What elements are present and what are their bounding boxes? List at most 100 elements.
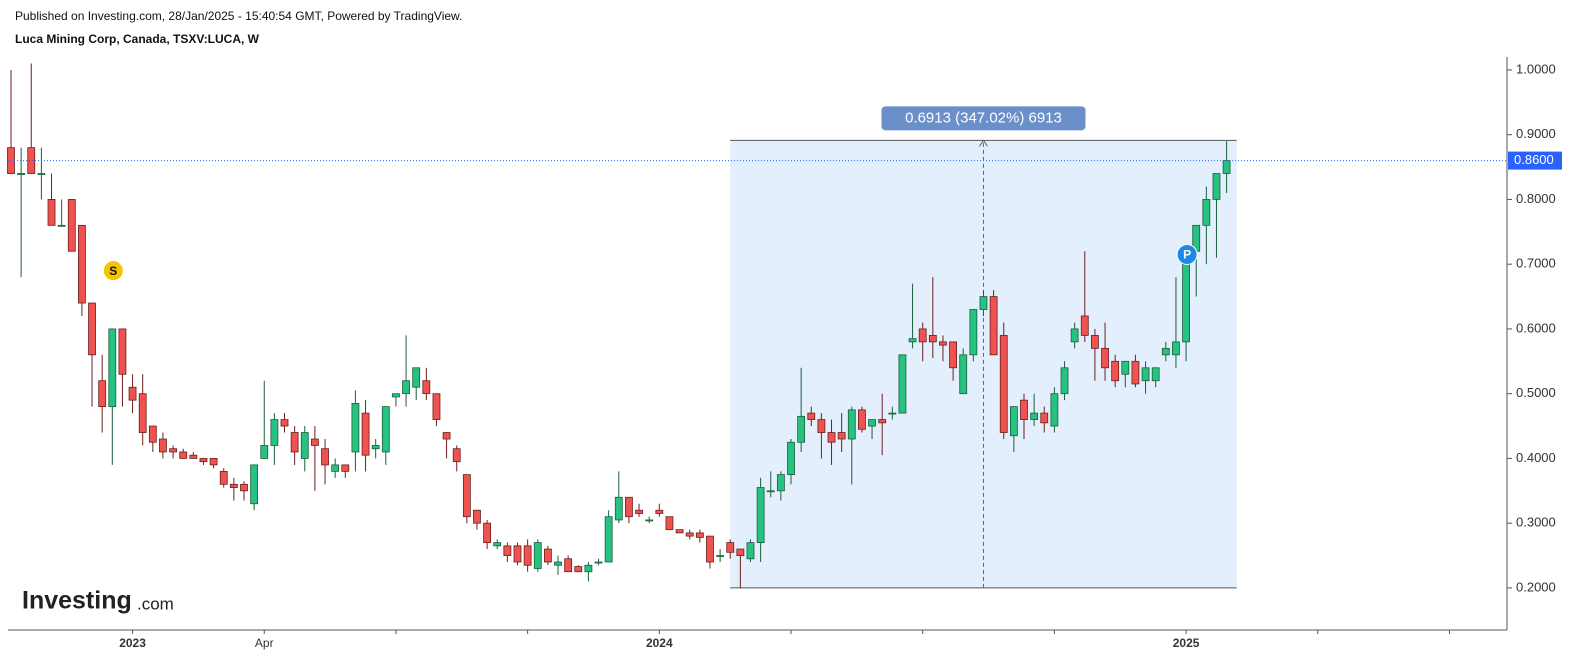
candle-body (817, 419, 826, 433)
candle-body (584, 564, 593, 573)
logo-suffix: .com (137, 594, 174, 613)
candle-body (999, 335, 1008, 433)
candle-body (260, 445, 269, 459)
candle-body (533, 542, 542, 569)
y-tick-label: 0.5000 (1516, 385, 1556, 400)
candle-body (493, 542, 502, 547)
candle-body (321, 448, 329, 466)
candle-body (949, 341, 957, 369)
candle-body (250, 464, 259, 505)
candle-body (67, 199, 76, 252)
candle-body (898, 354, 907, 414)
candle-body (148, 425, 157, 443)
candle-body (331, 464, 340, 472)
measure-label: 0.6913 (347.02%) 6913 (905, 109, 1062, 126)
candle-body (1141, 367, 1150, 382)
candle-body (78, 224, 86, 304)
candle-body (27, 147, 36, 174)
candle-body (1080, 315, 1089, 336)
last-price-label: 0.8600 (1514, 152, 1554, 167)
candle-body (422, 380, 431, 395)
candle-body (483, 522, 492, 543)
candle-body (675, 529, 684, 534)
candle-body (1172, 341, 1180, 356)
measure-arrowhead (979, 139, 988, 147)
candle-body (88, 302, 96, 356)
candle-body (827, 432, 836, 443)
candle-body (989, 296, 998, 356)
candle-body (574, 566, 583, 573)
y-tick-label: 0.8000 (1516, 191, 1556, 206)
candle-body (1161, 347, 1170, 356)
candle-body (928, 335, 937, 343)
candle-body (219, 470, 228, 485)
candle-body (979, 296, 988, 310)
x-tick-label: 2024 (646, 636, 673, 650)
candle-body (503, 545, 512, 556)
x-tick-label: Apr (255, 636, 274, 650)
candle-body (310, 438, 319, 446)
candle-body (543, 548, 552, 563)
candle-body (189, 454, 198, 459)
candle-body (300, 432, 309, 459)
candle-body (351, 402, 360, 453)
y-tick-label: 0.4000 (1516, 450, 1556, 465)
candle-body (47, 199, 56, 226)
candle-body (523, 545, 532, 566)
candle-body (432, 393, 441, 420)
candle-body (290, 432, 299, 453)
candle-body (1131, 360, 1140, 385)
candle-body (452, 448, 461, 463)
candle-body (1212, 173, 1221, 200)
marker-label: S (109, 264, 117, 278)
candle-body (37, 173, 46, 175)
candle-body (787, 441, 795, 476)
candle-body (1202, 199, 1211, 226)
candle-body (776, 474, 785, 492)
candle-body (564, 558, 573, 573)
candle-body (878, 419, 887, 424)
x-tick-label: 2023 (119, 636, 146, 650)
candle-body (665, 516, 674, 531)
candle-body (513, 545, 522, 563)
candle-body (17, 173, 26, 175)
candle-body (361, 412, 370, 456)
y-tick-label: 1.0000 (1516, 61, 1556, 76)
candle-body (756, 487, 765, 543)
marker-label: P (1183, 248, 1191, 262)
candle-body (1030, 412, 1039, 420)
candle-body (280, 419, 289, 427)
candle-body (1151, 367, 1160, 382)
candle-body (341, 464, 350, 472)
candle-body (57, 224, 66, 227)
candle-body (108, 328, 117, 408)
candle-body (1111, 360, 1120, 382)
last-price-bg (1508, 151, 1562, 170)
candle-body (888, 412, 897, 415)
candle-body (1121, 360, 1130, 375)
y-tick-label: 0.3000 (1516, 515, 1556, 530)
candle-body (199, 458, 208, 463)
candle-body (179, 451, 188, 459)
candle-body (270, 419, 279, 446)
candle-body (473, 509, 481, 524)
candle-body (402, 380, 410, 395)
candle-body (381, 406, 390, 453)
candle-body (939, 341, 947, 346)
candle-body (138, 393, 147, 433)
candle-body (159, 438, 167, 453)
candle-body (614, 496, 623, 521)
candle-body (847, 409, 856, 440)
candle-body (462, 474, 471, 518)
candle-body (1222, 160, 1231, 174)
candle-body (240, 483, 248, 492)
candle-body (625, 496, 633, 518)
candle-body (118, 328, 127, 375)
candle-body (858, 409, 866, 430)
candle-body (1009, 406, 1018, 437)
candle-body (1020, 399, 1028, 420)
candle-body (766, 490, 775, 493)
candle-body (655, 509, 664, 514)
candle-body (1060, 367, 1069, 395)
